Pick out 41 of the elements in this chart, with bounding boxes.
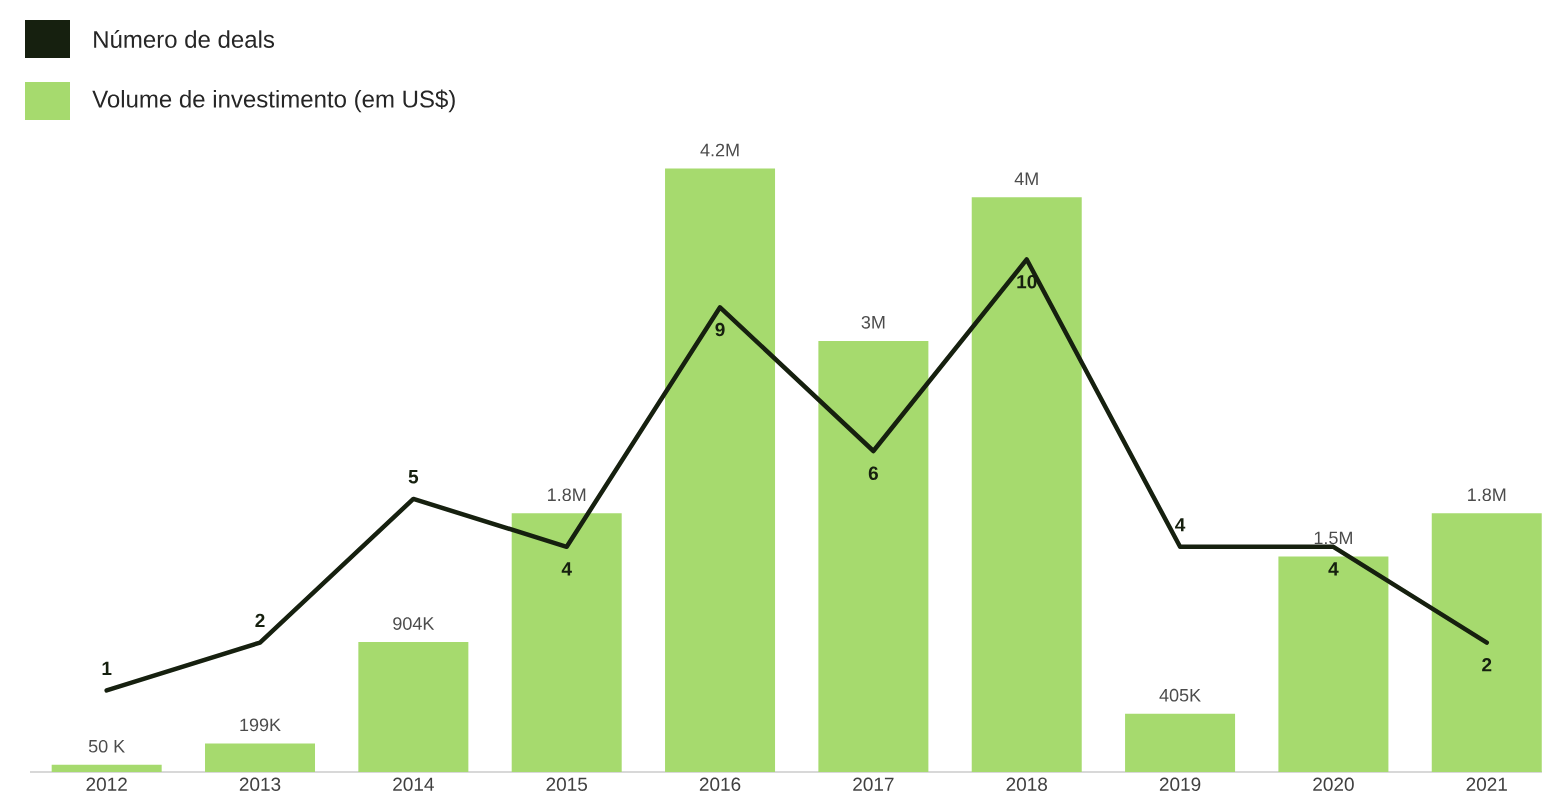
bar <box>511 513 622 772</box>
bar <box>665 168 776 772</box>
data-label: 4 <box>1328 562 1339 576</box>
data-label: 4M <box>1014 172 1038 185</box>
bar <box>971 197 1082 772</box>
bar <box>358 642 469 772</box>
x-tick-label: 2017 <box>853 777 894 791</box>
x-tick-label: 2018 <box>1006 777 1048 791</box>
legend-label: Volume de investimento (em US$) <box>92 89 455 113</box>
data-label: 1 <box>102 661 112 675</box>
x-tick-label: 2015 <box>546 777 588 791</box>
data-label: 6 <box>868 466 878 480</box>
x-tick-label: 2021 <box>1466 777 1507 791</box>
bar <box>205 743 316 772</box>
x-tick-label: 2016 <box>699 777 741 791</box>
data-label: 199K <box>240 718 281 732</box>
x-tick-label: 2014 <box>393 777 434 791</box>
data-label: 3M <box>861 315 885 329</box>
data-label: 405K <box>1159 688 1201 702</box>
data-label: 4.2M <box>700 143 739 157</box>
data-label: 904K <box>393 617 435 630</box>
legend-label: Número de deals <box>94 30 275 48</box>
x-tick-label: 2020 <box>1313 777 1354 791</box>
x-tick-label: 2012 <box>86 777 127 791</box>
data-label: 9 <box>715 322 725 337</box>
data-label: 2 <box>1482 658 1492 672</box>
data-label: 1.8M <box>548 488 586 502</box>
bar <box>51 764 162 772</box>
bar <box>1278 556 1389 772</box>
x-tick-label: 2013 <box>239 777 281 791</box>
data-label: 5 <box>408 470 419 484</box>
data-label: 1.5M <box>1314 531 1352 545</box>
data-label: 4 <box>561 562 572 576</box>
data-label: 50 K <box>88 739 125 753</box>
x-tick-label: 2019 <box>1159 777 1201 791</box>
bar <box>1431 513 1542 772</box>
bar <box>1125 713 1236 772</box>
data-label: 1.8M <box>1468 488 1506 502</box>
data-label: 2 <box>255 613 265 628</box>
bar <box>818 340 929 772</box>
data-label: 4 <box>1175 518 1186 532</box>
